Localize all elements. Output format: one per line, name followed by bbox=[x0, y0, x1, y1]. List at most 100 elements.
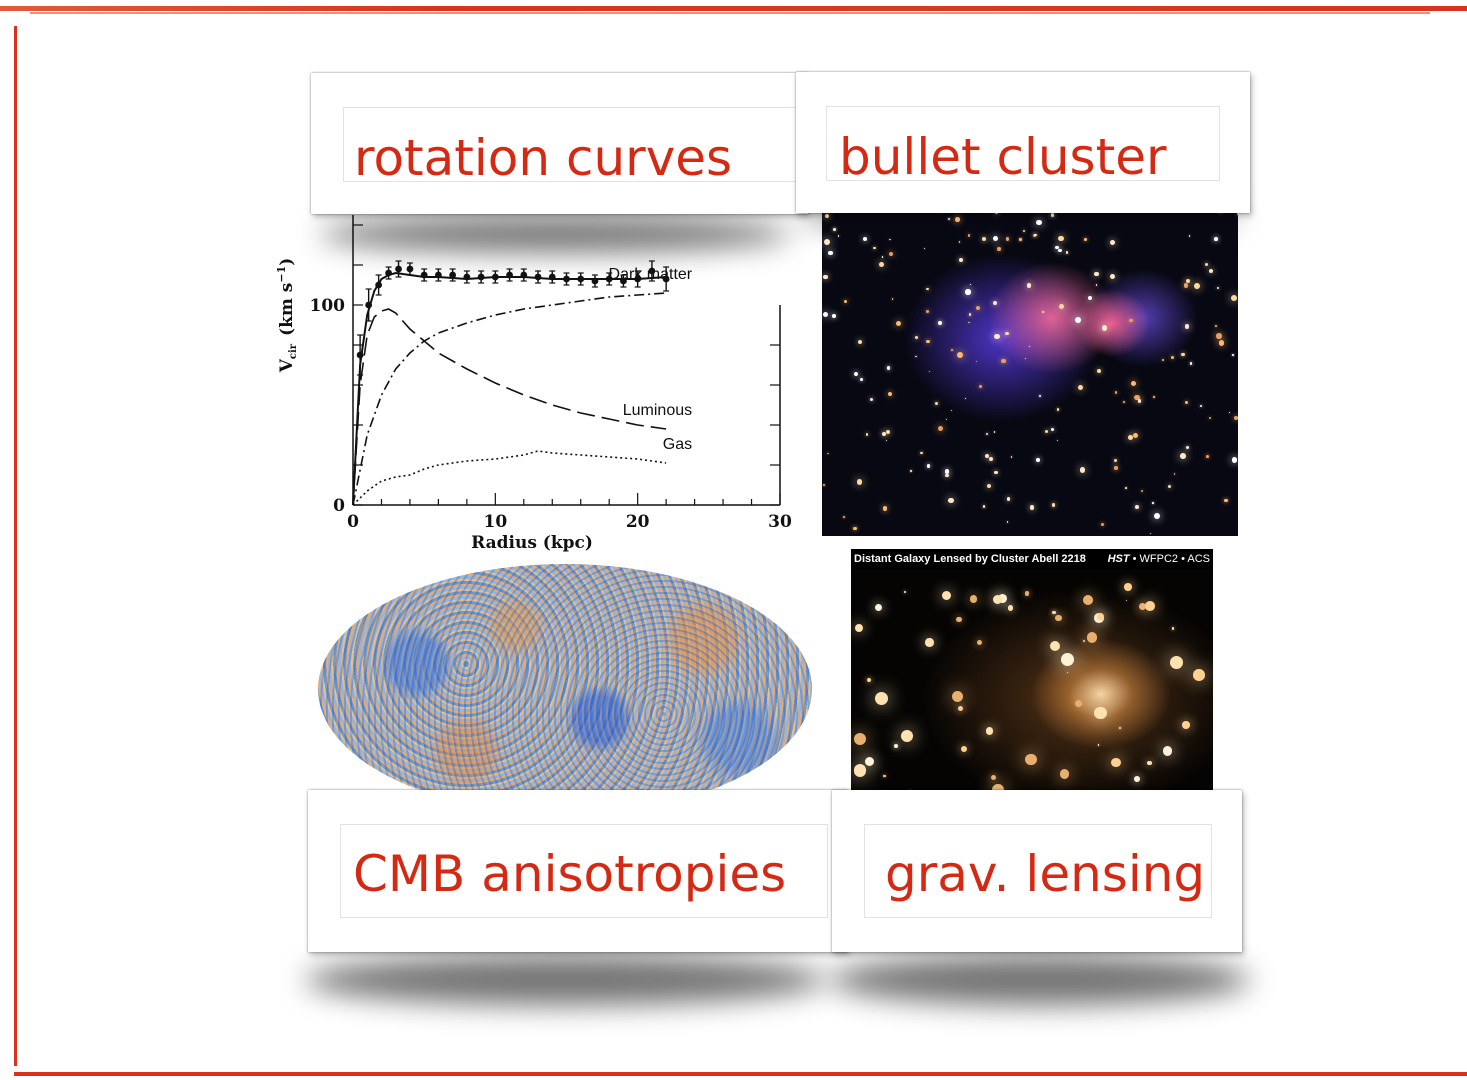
star-dot bbox=[1181, 352, 1185, 356]
star-dot bbox=[825, 213, 830, 219]
star-dot bbox=[960, 746, 967, 753]
frame-bottom-border bbox=[14, 1072, 1467, 1076]
star-dot bbox=[1125, 599, 1128, 602]
star-dot bbox=[998, 593, 1007, 603]
star-dot bbox=[1057, 408, 1060, 411]
chart-observed-points bbox=[356, 260, 670, 376]
star-dot bbox=[969, 595, 978, 603]
star-dot bbox=[958, 241, 961, 243]
star-dot bbox=[1055, 245, 1059, 250]
star-dot bbox=[1149, 533, 1151, 535]
star-dot bbox=[975, 361, 977, 363]
star-dot bbox=[965, 289, 971, 295]
star-dot bbox=[1111, 757, 1121, 768]
star-dot bbox=[1137, 399, 1142, 403]
star-dot bbox=[869, 397, 873, 402]
star-dot bbox=[1034, 233, 1037, 237]
observed-point bbox=[620, 277, 627, 285]
star-dot bbox=[984, 454, 990, 459]
star-dot bbox=[994, 333, 1000, 340]
star-dot bbox=[1041, 311, 1044, 314]
star-dot bbox=[1232, 354, 1234, 357]
star-dot bbox=[968, 321, 970, 323]
lensing-instruments: HST • WFPC2 • ACS bbox=[1108, 553, 1210, 565]
star-dot bbox=[991, 775, 997, 781]
star-dot bbox=[926, 287, 930, 291]
frame-left-border bbox=[14, 26, 17, 1066]
star-dot bbox=[874, 603, 883, 612]
star-dot bbox=[925, 638, 934, 647]
star-dot bbox=[843, 299, 848, 304]
star-dot bbox=[985, 727, 993, 735]
star-dot bbox=[938, 321, 942, 325]
star-dot bbox=[1114, 466, 1118, 470]
star-dot bbox=[1184, 324, 1190, 329]
observed-point bbox=[534, 273, 542, 281]
star-dot bbox=[944, 473, 949, 478]
star-dot bbox=[1059, 769, 1070, 779]
star-dot bbox=[1026, 283, 1032, 289]
star-dot bbox=[1179, 453, 1186, 459]
star-dot bbox=[986, 483, 992, 488]
star-dot bbox=[957, 351, 963, 358]
star-dot bbox=[837, 234, 840, 237]
star-dot bbox=[1184, 400, 1189, 404]
star-dot bbox=[1110, 240, 1116, 246]
star-dot bbox=[1134, 505, 1139, 510]
star-dot bbox=[1123, 400, 1125, 403]
star-dot bbox=[1084, 238, 1087, 241]
star-dot bbox=[1039, 394, 1042, 397]
star-dot bbox=[1140, 489, 1144, 492]
star-dot bbox=[989, 456, 994, 461]
star-dot bbox=[1094, 271, 1099, 276]
star-dot bbox=[1058, 303, 1065, 310]
bullet-cluster-image bbox=[822, 208, 1238, 536]
cmb-anisotropies-label: CMB anisotropies bbox=[353, 845, 787, 903]
observed-point bbox=[563, 275, 570, 283]
star-dot bbox=[1113, 459, 1117, 463]
star-dot bbox=[959, 258, 964, 263]
lensing-caption: Distant Galaxy Lensed by Cluster Abell 2… bbox=[854, 553, 1086, 565]
star-dot bbox=[1096, 369, 1101, 374]
star-dot bbox=[920, 451, 923, 455]
star-dot bbox=[1007, 604, 1014, 611]
star-dot bbox=[945, 469, 950, 474]
star-dot bbox=[1170, 656, 1184, 670]
star-dot bbox=[853, 527, 857, 531]
star-dot bbox=[823, 484, 826, 486]
star-dot bbox=[993, 431, 995, 433]
star-dot bbox=[978, 385, 983, 389]
observed-point bbox=[548, 273, 556, 281]
star-dot bbox=[967, 234, 971, 237]
star-dot bbox=[956, 616, 962, 623]
star-dot bbox=[926, 339, 930, 344]
star-dot bbox=[1058, 235, 1064, 242]
observed-point bbox=[365, 301, 373, 309]
star-dot bbox=[865, 433, 869, 437]
star-dot bbox=[896, 320, 902, 327]
star-dot bbox=[976, 640, 983, 646]
star-dot bbox=[1005, 237, 1010, 242]
star-dot bbox=[926, 464, 930, 468]
star-dot bbox=[1006, 497, 1011, 501]
star-dot bbox=[1082, 639, 1086, 643]
star-dot bbox=[1086, 632, 1098, 643]
chart-labels: Radius (kpc) Vcir (km s−1) bbox=[275, 258, 593, 553]
star-dot bbox=[1052, 503, 1056, 507]
star-dot bbox=[948, 497, 955, 504]
star-dot bbox=[1231, 457, 1237, 463]
y-axis-exponent: −1 bbox=[275, 266, 288, 283]
star-dot bbox=[867, 678, 872, 683]
star-dot bbox=[1208, 268, 1213, 273]
star-dot bbox=[1057, 248, 1062, 253]
star-dot bbox=[1052, 610, 1056, 614]
star-dot bbox=[833, 227, 837, 231]
star-dot bbox=[822, 311, 829, 318]
star-dot bbox=[1066, 671, 1069, 674]
series-label: Luminous bbox=[623, 402, 692, 419]
y-axis-symbol: V bbox=[277, 358, 297, 373]
x-axis-label: Radius (kpc) bbox=[471, 533, 593, 553]
star-dot bbox=[1229, 412, 1231, 414]
star-dot bbox=[1185, 279, 1190, 284]
